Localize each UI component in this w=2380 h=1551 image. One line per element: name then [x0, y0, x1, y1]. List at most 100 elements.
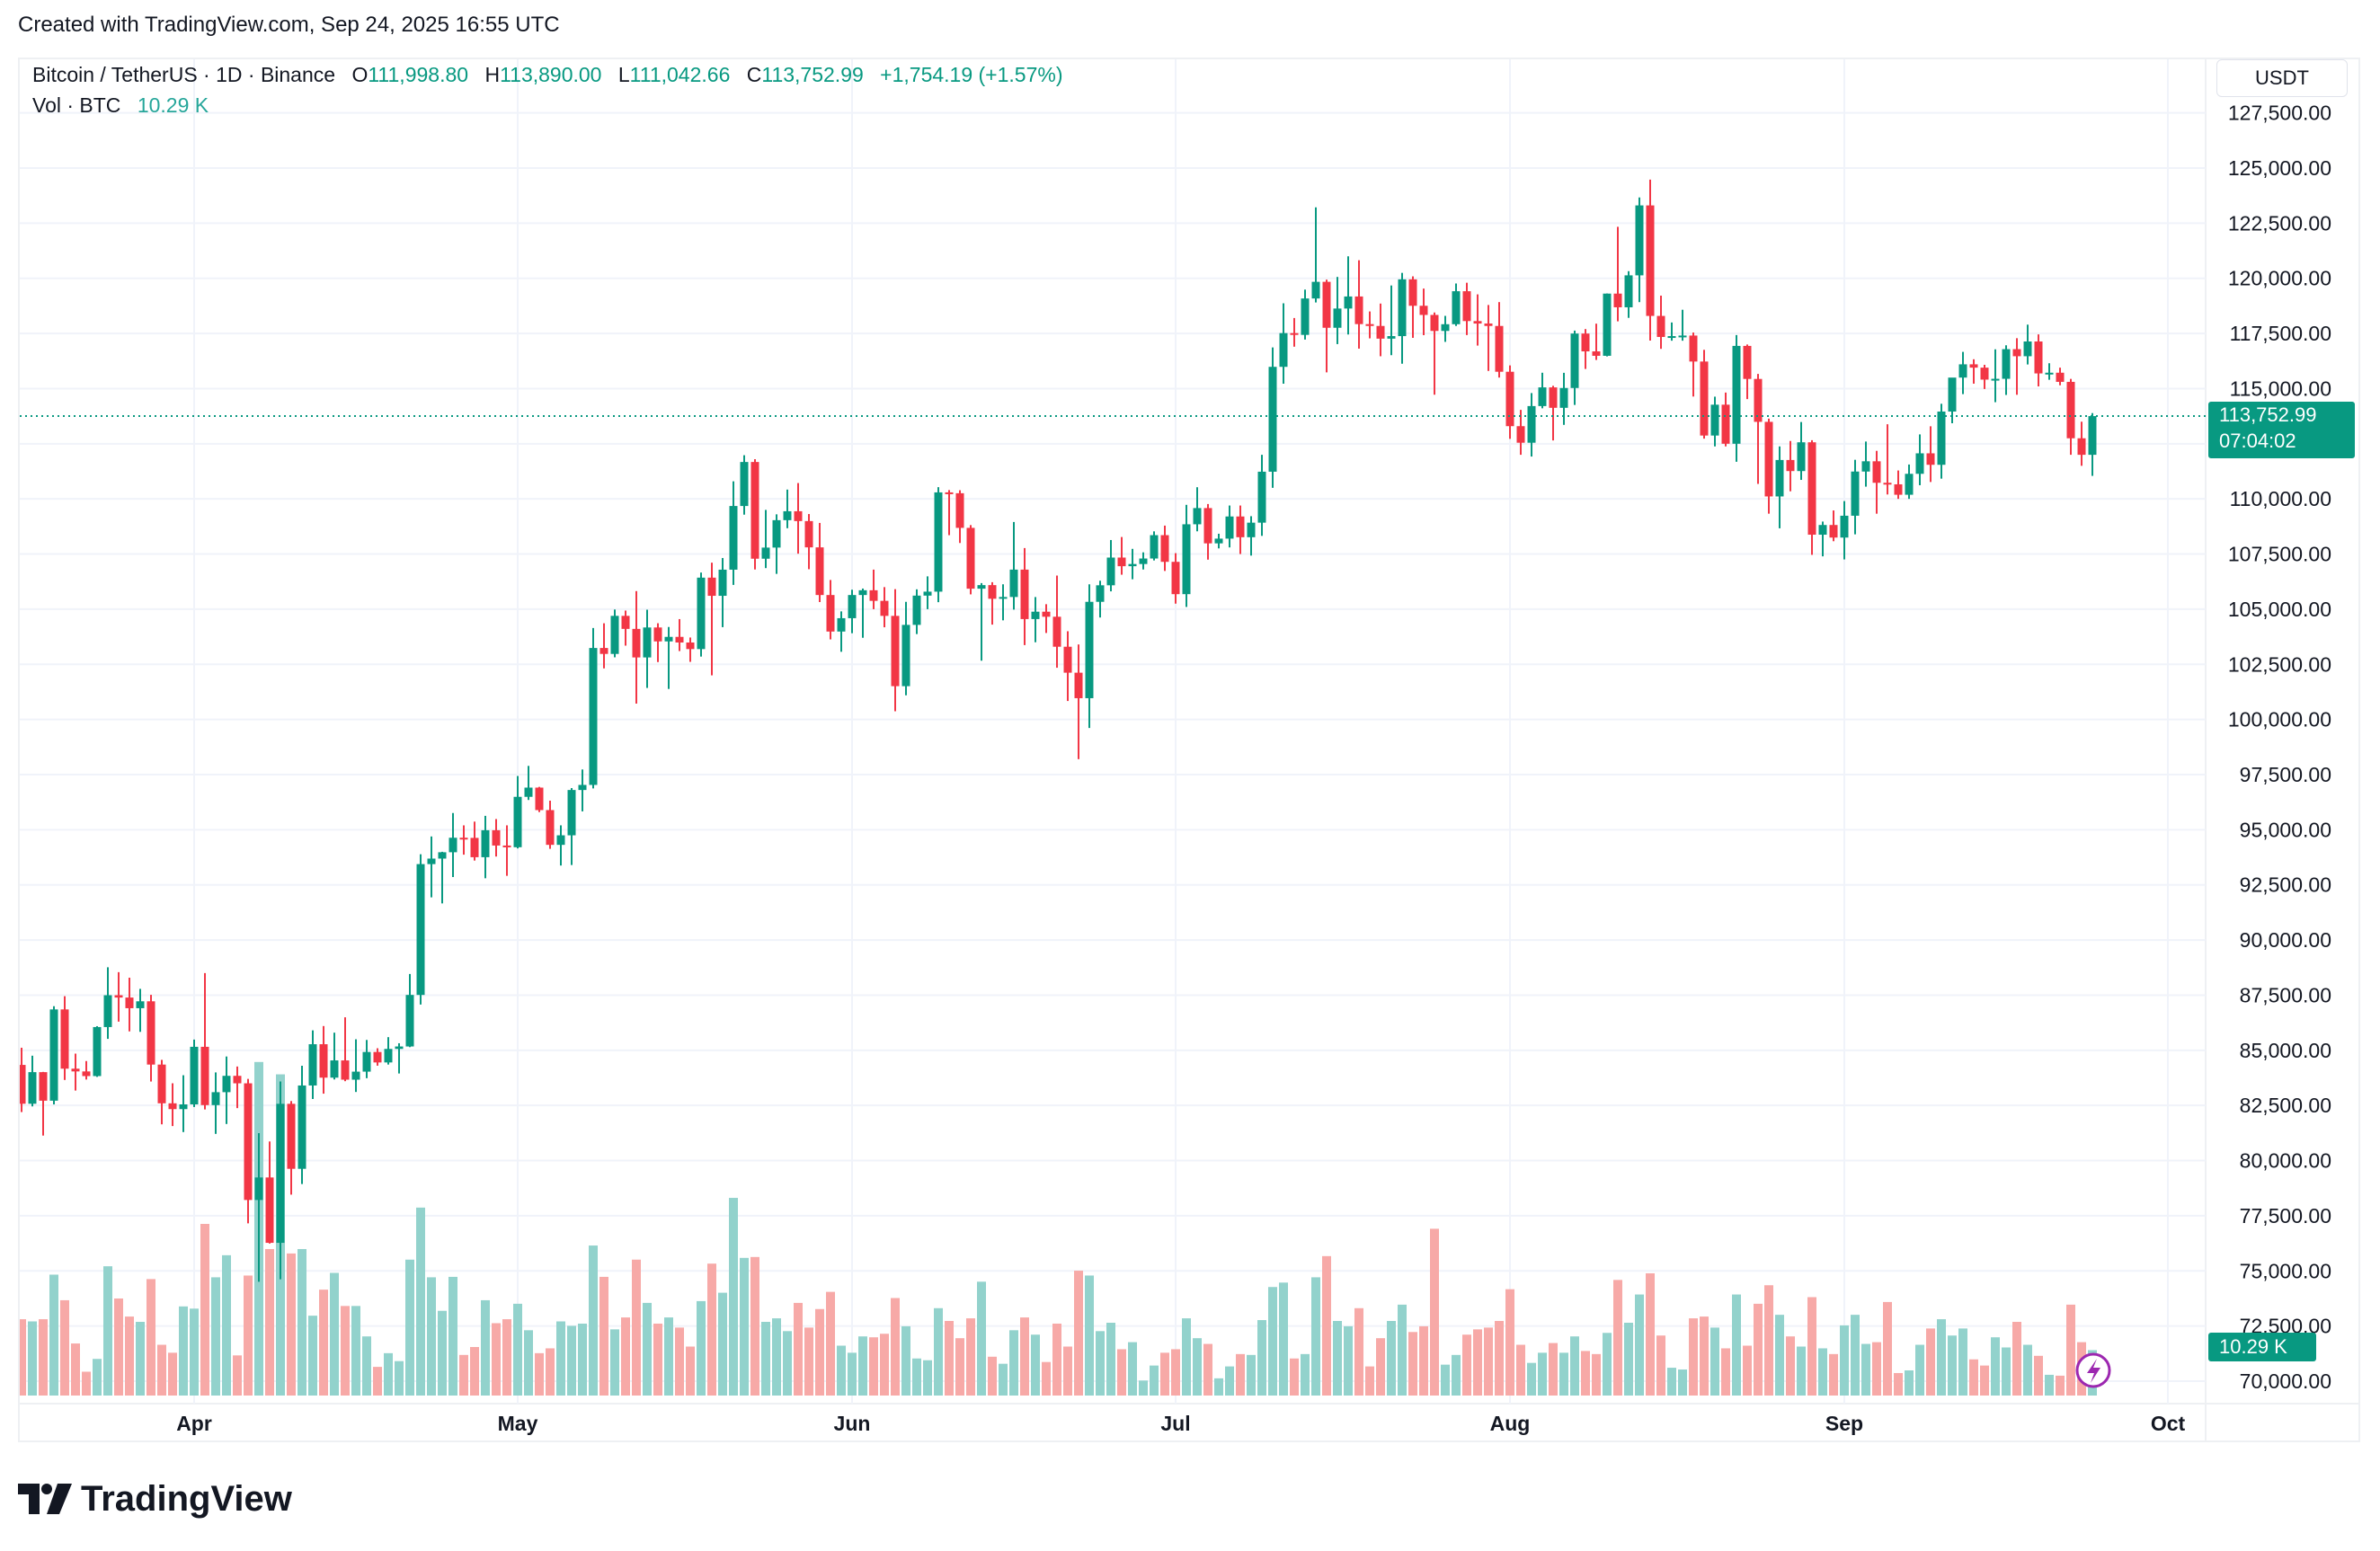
volume-bar: [1398, 1304, 1407, 1396]
candle-body: [1473, 321, 1482, 324]
volume-bar: [1042, 1361, 1051, 1396]
time-tick-label: Apr: [176, 1412, 212, 1435]
candle-body: [772, 519, 781, 548]
volume-bar: [804, 1327, 813, 1396]
volume-bar: [826, 1291, 835, 1396]
candle-body: [1139, 558, 1148, 564]
volume-bar: [136, 1322, 145, 1396]
volume-label[interactable]: Vol · BTC: [32, 93, 121, 117]
tradingview-logo[interactable]: TradingView: [18, 1474, 292, 1524]
time-axis[interactable]: Apr May Jun Jul Aug Sep Oct: [176, 1412, 2185, 1435]
candle-body: [287, 1103, 296, 1169]
volume-bar: [1764, 1285, 1773, 1396]
volume-bar: [858, 1336, 867, 1396]
candle-body: [1182, 524, 1191, 595]
candle-body: [1797, 442, 1806, 472]
volume-bar: [1193, 1338, 1202, 1396]
volume-bar: [1527, 1362, 1536, 1396]
volume-bar: [1441, 1364, 1450, 1396]
candle-body: [1656, 315, 1665, 337]
volume-bar: [1958, 1328, 1967, 1396]
candle-body: [1667, 336, 1676, 339]
volume-bar: [966, 1318, 975, 1396]
candle-body: [2056, 372, 2065, 382]
candle-body: [1624, 275, 1633, 307]
volume-bar: [1279, 1282, 1288, 1396]
candle-body: [1484, 323, 1493, 326]
volume-bar: [1549, 1343, 1558, 1396]
volume-bar: [1247, 1354, 1256, 1396]
price-tick-label: 80,000.00: [2240, 1149, 2331, 1173]
candle-body: [621, 616, 630, 629]
volume-bar: [1915, 1344, 1924, 1396]
candle-body: [761, 547, 770, 559]
volume-bar: [848, 1352, 857, 1396]
price-axis[interactable]: 70,000.0072,500.0075,000.0077,500.0080,0…: [2228, 102, 2331, 1393]
price-tick-label: 75,000.00: [2240, 1259, 2331, 1282]
candle-body: [2023, 341, 2032, 357]
volume-bar: [1128, 1342, 1137, 1396]
candle-body: [513, 796, 522, 847]
volume-bar: [1408, 1332, 1417, 1396]
volume-bar: [1290, 1358, 1299, 1396]
volume-bar: [1689, 1318, 1698, 1396]
volume-bar: [1139, 1380, 1148, 1396]
candle-body: [28, 1072, 37, 1104]
candle-body: [265, 1177, 274, 1244]
candle-body: [1635, 205, 1644, 276]
volume-bar: [1980, 1365, 1989, 1396]
volume-bar: [524, 1330, 533, 1396]
volume-bar: [2034, 1355, 2043, 1396]
candle-body: [1818, 525, 1827, 536]
candle-body: [837, 617, 846, 632]
volume-bar: [373, 1367, 382, 1396]
candle-body: [481, 829, 490, 857]
volume-bar: [351, 1306, 360, 1396]
candle-body: [1786, 459, 1795, 472]
volume-bar: [1344, 1325, 1353, 1396]
volume-bar: [1937, 1319, 1946, 1396]
price-tick-label: 122,500.00: [2228, 211, 2331, 235]
lightning-icon[interactable]: [2075, 1352, 2111, 1388]
volume-bar: [2023, 1344, 2032, 1396]
price-tick-label: 92,500.00: [2240, 873, 2331, 897]
volume-bar: [2056, 1375, 2065, 1396]
volume-bar: [233, 1355, 242, 1396]
candle-body: [535, 787, 544, 811]
price-tick-label: 107,500.00: [2228, 543, 2331, 566]
candle-body: [1462, 291, 1471, 322]
close-value: 113,752.99: [761, 63, 864, 86]
volume-bar: [1311, 1277, 1320, 1396]
candle-body: [1408, 279, 1417, 306]
volume-bar: [955, 1338, 964, 1396]
candle-body: [901, 625, 910, 687]
candle-body: [1365, 323, 1374, 326]
volume-bar: [330, 1272, 339, 1396]
price-tick-label: 110,000.00: [2230, 487, 2331, 510]
candle-body: [1851, 471, 1860, 516]
candle-body: [1020, 569, 1029, 619]
candle-body: [200, 1046, 209, 1105]
symbol-title[interactable]: Bitcoin / TetherUS · 1D · Binance: [32, 63, 336, 86]
currency-button[interactable]: USDT: [2216, 59, 2348, 97]
volume-bar: [39, 1319, 48, 1396]
volume-bar: [1462, 1334, 1471, 1396]
candle-body: [308, 1044, 317, 1086]
candle-body: [1732, 345, 1741, 444]
volume-bar: [988, 1356, 997, 1396]
candle-body: [1721, 404, 1730, 444]
candle-body: [589, 648, 598, 785]
high-value: 113,890.00: [500, 63, 602, 86]
ohlc-legend: Bitcoin / TetherUS · 1D · Binance O111,9…: [32, 63, 1063, 87]
candle-body: [1926, 453, 1935, 465]
volume-bar: [1646, 1272, 1655, 1396]
candle-body: [114, 995, 123, 998]
volume-bar: [1797, 1346, 1806, 1396]
volume-bar: [1775, 1315, 1784, 1396]
candle-body: [567, 790, 576, 836]
candle-body: [1376, 325, 1385, 339]
candle-body: [1398, 279, 1407, 337]
volume-bar: [1624, 1322, 1633, 1396]
volume-bar: [1171, 1349, 1180, 1396]
